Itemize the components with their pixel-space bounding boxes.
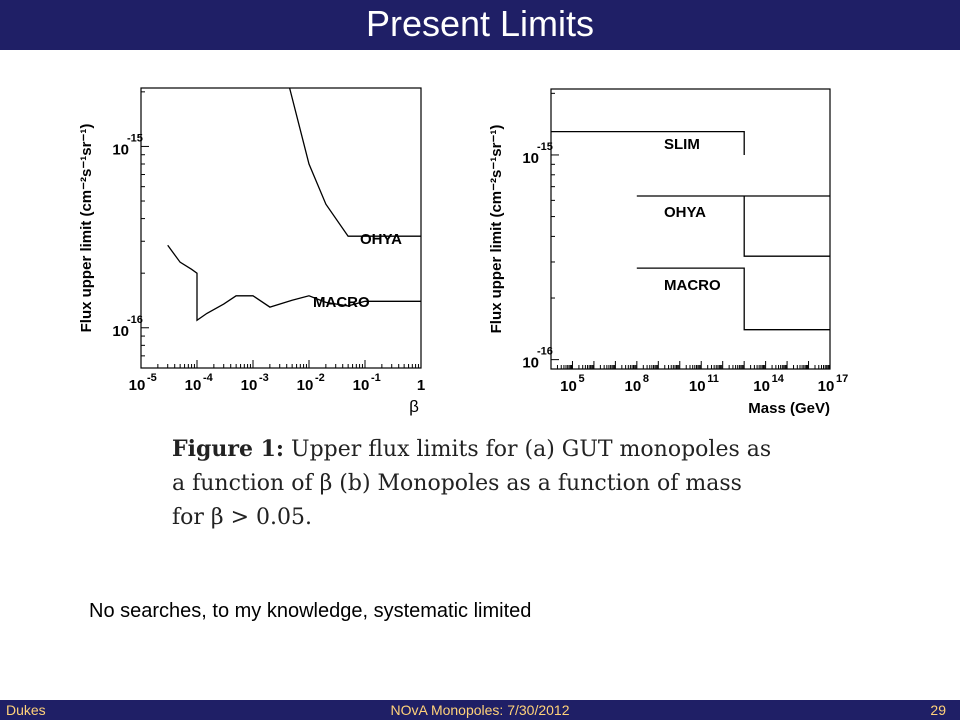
y-axis-label: Flux upper limit (cm⁻²s⁻¹sr⁻¹) bbox=[78, 124, 95, 333]
caption-body: Upper flux limits for (a) GUT monopoles … bbox=[172, 437, 772, 530]
x-tick-exponent: 8 bbox=[643, 373, 649, 385]
series-line-slim bbox=[551, 130, 745, 155]
y-tick-exponent: -15 bbox=[537, 141, 553, 153]
series-line-ohya bbox=[743, 196, 830, 257]
caption-lead: Figure 1: bbox=[172, 436, 285, 462]
slide-title: Present Limits bbox=[365, 3, 595, 44]
x-tick-exponent: -2 bbox=[315, 372, 325, 384]
y-axis-label: Flux upper limit (cm⁻²s⁻¹sr⁻¹) bbox=[488, 125, 505, 334]
x-axis-label: β bbox=[409, 397, 419, 416]
x-tick-label: 10 bbox=[129, 377, 146, 394]
series-label-ohya: OHYA bbox=[360, 231, 402, 248]
title-bar: Present Limits bbox=[0, 0, 960, 50]
x-tick-label: 10 bbox=[241, 377, 258, 394]
footer-page-number: 29 bbox=[930, 702, 946, 718]
x-tick-label: 10 bbox=[185, 377, 202, 394]
x-tick-exponent: 14 bbox=[772, 373, 785, 385]
series-label-macro: MACRO bbox=[664, 277, 721, 294]
x-tick-label: 10 bbox=[818, 378, 835, 395]
series-line-ohya bbox=[288, 87, 421, 237]
x-tick-exponent: -3 bbox=[259, 372, 269, 384]
footer-author: Dukes bbox=[6, 702, 46, 718]
x-tick-exponent: 5 bbox=[578, 373, 584, 385]
x-tick-label: 1 bbox=[417, 377, 425, 394]
y-tick-exponent: -16 bbox=[537, 346, 553, 358]
x-tick-label: 10 bbox=[625, 378, 642, 395]
figure-caption: Figure 1: Upper flux limits for (a) GUT … bbox=[172, 432, 772, 535]
y-tick-label: 10 bbox=[112, 141, 129, 158]
y-tick-label: 10 bbox=[112, 323, 129, 340]
series-line-macro bbox=[167, 244, 421, 322]
footer-title: NOvA Monopoles: 7/30/2012 bbox=[390, 702, 570, 718]
x-tick-exponent: -5 bbox=[147, 372, 157, 384]
x-tick-exponent: 11 bbox=[707, 373, 719, 385]
series-label-macro: MACRO bbox=[313, 294, 370, 311]
x-tick-label: 10 bbox=[689, 378, 706, 395]
x-tick-label: 10 bbox=[560, 378, 577, 395]
series-label-ohya: OHYA bbox=[664, 204, 706, 221]
series-line-macro bbox=[636, 267, 830, 331]
x-tick-exponent: -1 bbox=[371, 372, 381, 384]
plot-frame bbox=[140, 87, 422, 369]
x-axis-label: Mass (GeV) bbox=[748, 400, 830, 417]
slide-note: No searches, to my knowledge, systematic… bbox=[89, 600, 532, 622]
footer-bar: Dukes NOvA Monopoles: 7/30/2012 29 bbox=[0, 700, 960, 720]
x-tick-exponent: -4 bbox=[203, 372, 214, 384]
series-label-slim: SLIM bbox=[664, 136, 700, 153]
y-tick-label: 10 bbox=[522, 150, 539, 167]
x-tick-label: 10 bbox=[297, 377, 314, 394]
x-tick-exponent: 17 bbox=[836, 373, 848, 385]
y-tick-exponent: -16 bbox=[127, 314, 143, 326]
y-tick-exponent: -15 bbox=[127, 132, 143, 144]
y-tick-label: 10 bbox=[522, 355, 539, 372]
x-tick-label: 10 bbox=[753, 378, 770, 395]
x-tick-label: 10 bbox=[353, 377, 370, 394]
